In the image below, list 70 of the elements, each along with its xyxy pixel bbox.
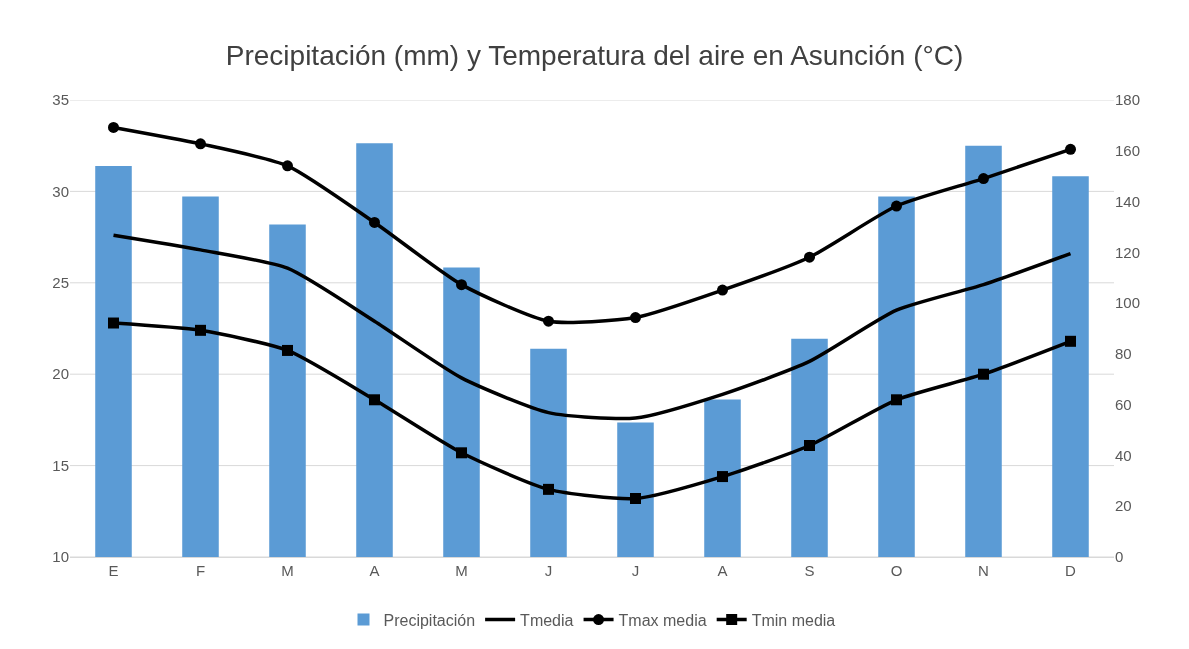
- legend-label: Tmedia: [520, 611, 574, 629]
- x-tick-label: J: [631, 562, 640, 579]
- bar: [704, 399, 741, 557]
- point: [282, 344, 293, 356]
- point: [978, 368, 989, 380]
- y-tick-label: 25: [52, 274, 69, 292]
- point: [804, 439, 815, 451]
- y2-tick-label: 0: [1115, 548, 1124, 566]
- point: [891, 394, 902, 406]
- x-tick-label: O: [890, 562, 903, 579]
- point: [195, 138, 206, 150]
- point: [717, 284, 728, 296]
- bar: [1052, 176, 1089, 557]
- bar: [182, 196, 219, 557]
- point: [891, 200, 902, 212]
- point: [717, 471, 728, 483]
- point: [195, 324, 206, 336]
- point: [456, 447, 467, 459]
- y2-tick-label: 80: [1115, 345, 1132, 363]
- bar: [530, 348, 567, 557]
- point: [456, 279, 467, 291]
- y2-tick-label: 40: [1115, 446, 1132, 464]
- x-tick-label: A: [369, 562, 380, 579]
- bar: [878, 196, 915, 557]
- y2-tick-label: 100: [1115, 294, 1141, 312]
- y2-tick-label: 20: [1115, 497, 1132, 515]
- x-tick-label: A: [717, 562, 728, 579]
- point: [1065, 335, 1076, 347]
- y-tick-label: 15: [52, 456, 69, 474]
- y2-tick-label: 180: [1115, 91, 1141, 109]
- bar: [269, 224, 306, 557]
- x-tick-label: E: [108, 562, 119, 579]
- bar: [791, 338, 828, 557]
- point: [108, 317, 119, 329]
- y2-tick-label: 160: [1115, 142, 1141, 160]
- legend-label: Tmax media: [618, 611, 707, 629]
- y-tick-label: 35: [52, 91, 69, 109]
- point: [108, 121, 119, 133]
- x-tick-label: F: [195, 562, 206, 579]
- bar: [95, 166, 132, 557]
- x-tick-label: M: [455, 562, 468, 579]
- point: [630, 312, 641, 324]
- x-tick-label: M: [281, 562, 294, 579]
- line-series: [111, 233, 1073, 421]
- y2-tick-label: 120: [1115, 243, 1141, 261]
- bar: [617, 422, 654, 557]
- bar: [443, 267, 480, 557]
- point: [543, 315, 554, 327]
- point: [804, 251, 815, 263]
- x-tick-label: N: [978, 562, 989, 579]
- point: [369, 216, 380, 228]
- y2-tick-label: 140: [1115, 192, 1141, 210]
- y2-tick-label: 60: [1115, 395, 1132, 413]
- x-tick-label: S: [804, 562, 815, 579]
- legend-label: Precipitación: [383, 611, 476, 629]
- point: [978, 173, 989, 185]
- point: [369, 394, 380, 406]
- legend-label: Tmin media: [751, 611, 836, 629]
- chart-title: Precipitación (mm) y Temperatura del aire en Asunción (°C): [225, 40, 964, 72]
- point: [1065, 143, 1076, 155]
- bar: [965, 145, 1002, 557]
- bar: [356, 143, 393, 557]
- x-tick-label: D: [1065, 562, 1077, 579]
- y-tick-label: 10: [52, 548, 69, 566]
- x-tick-label: J: [544, 562, 553, 579]
- point: [630, 493, 641, 504]
- y-tick-label: 30: [52, 182, 69, 200]
- point: [282, 160, 293, 172]
- point: [543, 483, 554, 495]
- y-tick-label: 20: [52, 365, 69, 383]
